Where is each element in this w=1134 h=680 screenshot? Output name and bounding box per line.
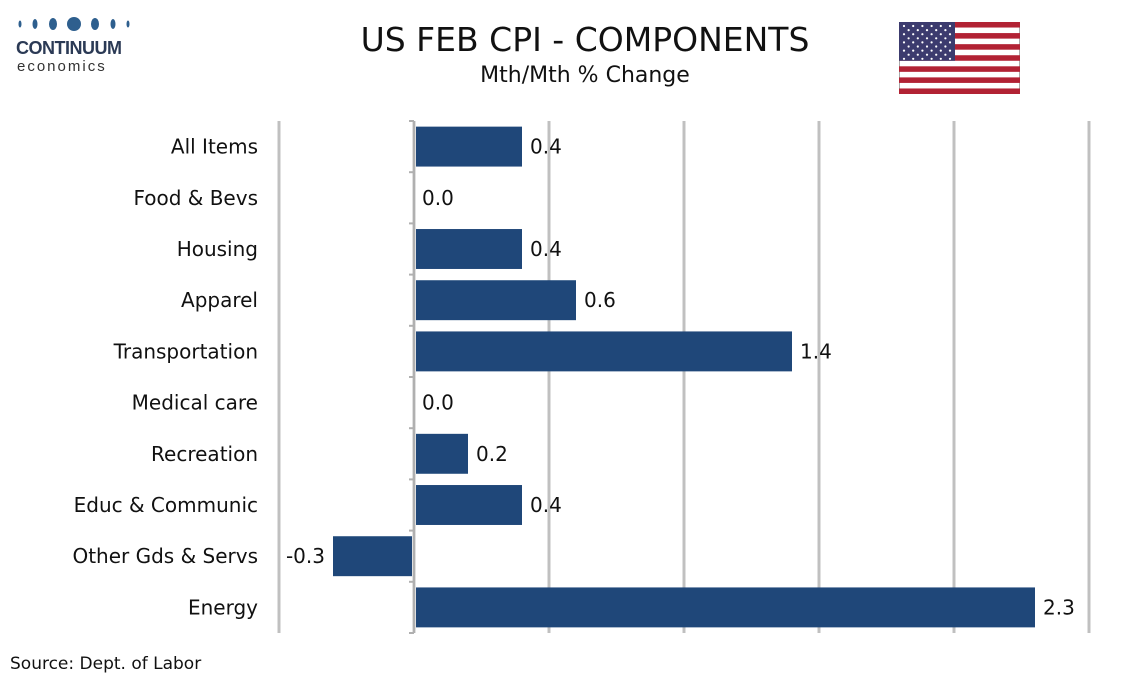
category-label: Educ & Communic [74,493,258,517]
data-label: 0.2 [476,442,508,466]
category-label: Apparel [181,288,258,312]
category-label: Other Gds & Servs [72,544,258,568]
category-label: Housing [177,237,258,261]
chart-subtitle: Mth/Mth % Change [480,63,690,88]
continuum-economics-logo: CONTINUUM economics [14,14,134,76]
bar [416,126,522,167]
bar [416,280,576,321]
category-label: Transportation [113,339,258,363]
data-label: 0.0 [422,391,454,415]
data-label: 0.4 [530,493,562,517]
bar [333,536,412,577]
chart-title: US FEB CPI - COMPONENTS [360,20,810,59]
bar [416,229,522,269]
data-label: -0.3 [286,544,325,568]
source-note: Source: Dept. of Labor [10,654,202,674]
category-label: All Items [171,135,258,159]
data-label: 2.3 [1043,595,1075,619]
us-flag-icon [899,22,1020,94]
bar [416,587,1035,628]
data-label: 0.4 [530,135,562,159]
category-label: Food & Bevs [133,186,258,210]
category-label: Recreation [151,442,258,466]
brand-name: CONTINUUM [16,38,122,58]
brand-tagline: economics [17,58,107,75]
data-label: 0.4 [530,237,562,261]
bar [416,433,468,474]
data-label: 0.6 [584,288,616,312]
data-label: 1.4 [800,339,832,363]
logo-dots-icon [18,17,130,31]
data-label: 0.0 [422,186,454,210]
category-label: Energy [188,595,258,619]
bar [416,331,792,372]
bar [416,485,522,525]
category-label: Medical care [132,391,258,415]
